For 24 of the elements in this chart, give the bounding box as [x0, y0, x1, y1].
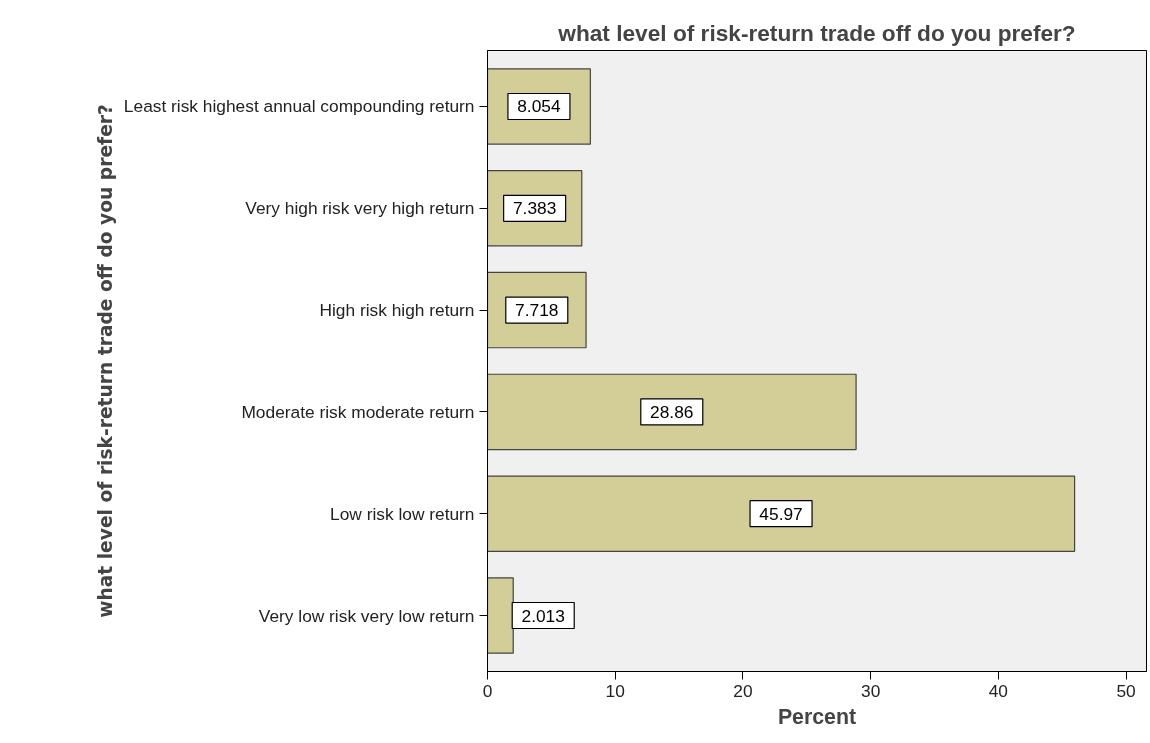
- data-label: 45.97: [759, 503, 803, 524]
- y-tick-label: Moderate risk moderate return: [241, 401, 475, 422]
- data-label: 8.054: [517, 96, 561, 117]
- y-tick-label: Least risk highest annual compounding return: [123, 96, 475, 117]
- data-label: 2.013: [521, 605, 565, 626]
- x-tick-label: 50: [1116, 680, 1136, 701]
- x-tick-label: 20: [733, 680, 753, 701]
- data-label: 7.383: [512, 198, 557, 219]
- x-tick-label: 40: [988, 680, 1008, 701]
- bar: [487, 373, 857, 451]
- x-axis-title: Percent: [777, 704, 857, 729]
- y-tick-label: Very high risk very high return: [245, 198, 475, 219]
- y-tick-label: Very low risk very low return: [258, 605, 475, 626]
- y-tick-label: High risk high return: [319, 300, 475, 321]
- data-label: 28.86: [650, 401, 694, 422]
- y-axis-title: what level of risk-return trade off do you prefer?: [94, 104, 116, 618]
- bar: [487, 577, 514, 654]
- data-label: 7.718: [515, 300, 559, 321]
- chart-title: what level of risk-return trade off do you prefer?: [557, 19, 1076, 46]
- y-tick-label: Low risk low return: [330, 503, 475, 524]
- bar: [487, 475, 1076, 552]
- x-tick-label: 30: [861, 680, 881, 701]
- x-tick-label: 0: [482, 680, 493, 701]
- x-tick-label: 10: [605, 680, 625, 701]
